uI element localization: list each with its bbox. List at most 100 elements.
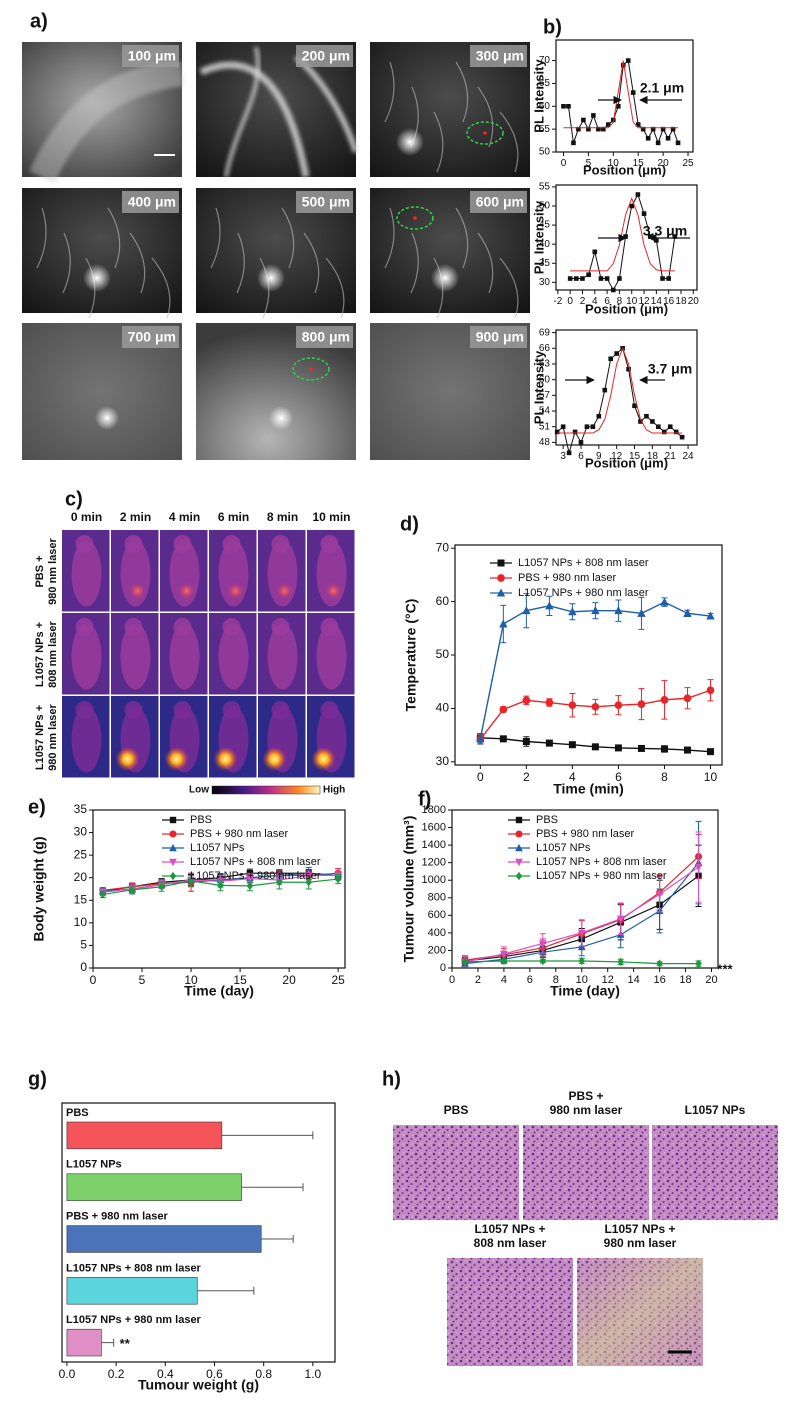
y-tick-label: 1600 <box>422 821 446 833</box>
tile-label: 200 μm <box>302 48 350 64</box>
heat-spot <box>226 582 245 600</box>
annotation: ** <box>120 1336 131 1351</box>
legend-item: L1057 NPs <box>508 842 591 854</box>
row-label: 980 nm laser <box>47 703 59 770</box>
panel-label: h) <box>382 1068 401 1090</box>
x-tick-label: 16 <box>663 296 675 307</box>
x-axis-title: Time (day) <box>550 983 620 999</box>
data-point <box>522 738 530 746</box>
legend-label: L1057 NPs <box>190 842 245 854</box>
data-point <box>683 746 691 754</box>
legend-marker <box>496 588 506 597</box>
vessel <box>499 257 519 319</box>
y-tick-label: 1400 <box>422 839 446 851</box>
tissue-band <box>29 58 185 183</box>
colorbar-high: High <box>323 785 345 796</box>
y-tick-label: 30 <box>436 754 450 768</box>
bar <box>66 1121 223 1150</box>
series <box>570 196 675 272</box>
row-label: L1057 NPs + <box>34 705 46 770</box>
axis-frame <box>92 809 346 969</box>
image-label: L1057 NPs + <box>604 1222 675 1236</box>
data-point <box>580 276 585 281</box>
category-label: L1057 NPs + 980 nm laser <box>66 1314 202 1326</box>
data-point <box>499 619 508 628</box>
error-bar <box>241 1183 304 1192</box>
tile-label-box <box>296 326 353 348</box>
axis-frame <box>61 1102 336 1363</box>
bright-spot <box>257 264 285 292</box>
x-tick-label: 4 <box>569 770 576 784</box>
bright-spot <box>396 128 424 156</box>
panel-label: b) <box>543 16 562 38</box>
axis-frame <box>555 184 698 291</box>
y-tick-label: 40 <box>539 239 551 250</box>
heat-spot <box>311 747 336 771</box>
legend-item: L1057 NPs + 980 nm laser <box>490 587 649 599</box>
x-tick-label: 8 <box>617 296 623 307</box>
microscopy-tile: 300 μm <box>370 42 530 177</box>
data-point <box>572 429 578 435</box>
vessel <box>477 86 494 148</box>
mouse-head <box>320 701 339 719</box>
x-tick-label: 4 <box>592 296 598 307</box>
series <box>567 192 678 293</box>
data-point <box>629 203 635 209</box>
data-point <box>598 276 604 281</box>
data-point <box>187 876 195 886</box>
y-tick-label: 45 <box>539 220 551 231</box>
microscopy-tile: 700 μm <box>22 323 182 460</box>
x-axis-title: Time (day) <box>184 983 254 999</box>
mouse-head <box>320 618 339 636</box>
x-axis-title: Position (μm) <box>585 301 668 316</box>
vessel <box>455 207 469 269</box>
mouse-head <box>75 701 94 719</box>
heat-spot <box>177 582 196 600</box>
mouse-silhouette <box>169 623 200 690</box>
y-tick-label: 600 <box>428 909 446 921</box>
data-point <box>672 234 678 239</box>
data-point <box>630 90 636 95</box>
legend-item: L1057 NPs + 980 nm laser <box>508 870 667 882</box>
data-point <box>661 429 667 435</box>
vessel <box>210 207 221 269</box>
x-tick-label: 15 <box>633 158 645 169</box>
highlight-ring <box>292 357 330 381</box>
tile-label: 600 μm <box>476 194 524 210</box>
heat-spot <box>324 582 343 600</box>
microscopy-tile: 800 μm <box>196 323 356 460</box>
annotation: 2.1 μm <box>640 80 684 96</box>
series-line <box>556 347 683 453</box>
data-point <box>538 940 547 948</box>
y-tick-label: 54 <box>539 406 551 417</box>
data-point <box>566 450 572 456</box>
column-label: 4 min <box>169 510 200 524</box>
data-point <box>675 140 681 146</box>
legend-label: L1057 NPs + 808 nm laser <box>536 856 667 868</box>
data-point <box>334 874 342 884</box>
column-label: 6 min <box>218 510 249 524</box>
x-tick-label: 18 <box>647 451 659 462</box>
y-tick-label: 55 <box>539 182 551 193</box>
y-tick-label: 35 <box>539 258 551 269</box>
data-point <box>695 959 702 968</box>
x-tick-label: 20 <box>705 974 717 986</box>
x-tick-label: 18 <box>679 974 691 986</box>
data-point <box>499 735 507 743</box>
mouse-head <box>320 535 339 553</box>
vessel <box>410 232 419 294</box>
data-point <box>591 606 600 615</box>
y-tick-label: 60 <box>539 374 551 385</box>
x-tick-label: 0 <box>561 158 567 169</box>
heat-spot <box>213 747 238 771</box>
data-point <box>660 126 666 132</box>
legend-marker <box>515 858 523 867</box>
data-point <box>625 58 631 63</box>
mouse-silhouette <box>120 623 151 690</box>
series <box>561 58 681 146</box>
data-point <box>158 882 165 891</box>
series <box>476 679 715 745</box>
figure-content: a) 100 μm 200 μm 300 μm 400 μm 500 μm 600 μm 70… <box>22 10 778 1393</box>
y-tick-label: 55 <box>539 124 551 135</box>
